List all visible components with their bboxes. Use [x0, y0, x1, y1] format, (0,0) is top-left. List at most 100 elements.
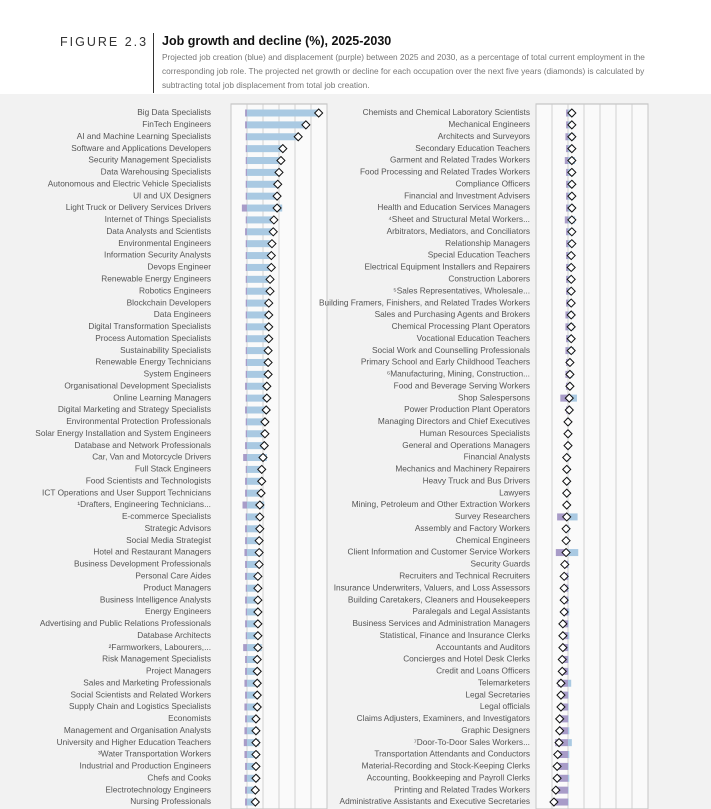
category-label: Industrial and Production Engineers: [80, 761, 211, 771]
net-diamond: [254, 535, 264, 546]
category-label: Advertising and Public Relations Profess…: [40, 618, 211, 628]
category-label: Full Stack Engineers: [135, 464, 211, 474]
bar: [553, 798, 568, 806]
bar: [566, 204, 568, 212]
bar: [245, 180, 247, 188]
bar: [245, 418, 247, 426]
net-diamond: [252, 666, 262, 677]
net-diamond: [563, 440, 573, 451]
bar: [245, 715, 247, 723]
bar: [247, 454, 267, 462]
category-label: Energy Engineers: [145, 606, 211, 616]
bar: [245, 240, 247, 248]
category-label: Electrical Equipment Installers and Repa…: [364, 262, 530, 272]
bar: [247, 465, 263, 473]
category-label: Environmental Protection Professionals: [66, 416, 211, 426]
category-label: Recruiters and Technical Recruiters: [399, 571, 530, 581]
bar: [568, 644, 569, 652]
net-diamond: [558, 631, 568, 641]
net-diamond: [564, 393, 574, 403]
net-diamond: [266, 250, 277, 261]
net-diamond: [255, 524, 265, 534]
bar: [245, 477, 247, 485]
net-diamond: [561, 547, 571, 558]
bar: [568, 655, 569, 663]
bar: [247, 489, 263, 497]
bar: [245, 632, 247, 640]
bar: [244, 727, 247, 735]
category-label: Renewable Energy Technicians: [95, 357, 211, 367]
net-diamond: [556, 678, 566, 688]
bar: [245, 121, 247, 129]
bar: [565, 133, 568, 141]
bar: [245, 762, 247, 770]
net-diamond: [272, 191, 282, 201]
net-diamond: [558, 619, 568, 629]
bar: [566, 228, 568, 236]
bar: [242, 501, 247, 509]
bar: [247, 263, 273, 271]
net-diamond: [553, 749, 563, 760]
bar: [247, 549, 262, 557]
bar: [245, 465, 247, 473]
net-diamond: [565, 381, 575, 391]
bar: [247, 311, 271, 319]
bar: [568, 691, 569, 699]
bar: [247, 216, 276, 224]
net-diamond: [558, 642, 568, 653]
bar: [247, 275, 272, 283]
category-label: Security Management Specialists: [88, 155, 211, 165]
bar: [555, 774, 568, 782]
bar: [564, 157, 568, 165]
category-label: Health and Education Services Managers: [377, 202, 530, 212]
category-label: Chemists and Chemical Laboratory Scienti…: [363, 107, 530, 117]
bar: [243, 454, 247, 462]
bar: [245, 382, 247, 390]
bar: [245, 572, 247, 580]
bar: [566, 145, 568, 153]
bar: [245, 358, 247, 366]
net-diamond: [251, 773, 261, 783]
net-diamond: [251, 761, 261, 772]
bar: [245, 311, 247, 319]
bar: [245, 608, 247, 616]
net-diamond: [566, 322, 576, 332]
bar: [245, 537, 247, 545]
category-label: Telemarketers: [478, 677, 530, 687]
bar: [564, 216, 568, 224]
bar: [247, 228, 276, 236]
net-diamond: [552, 773, 562, 783]
bar: [247, 121, 308, 129]
bar: [243, 644, 247, 652]
category-label: Secondary Education Teachers: [415, 143, 530, 153]
category-label: Business Development Professionals: [74, 559, 211, 569]
category-label: Graphic Designers: [461, 725, 530, 735]
bar: [245, 192, 247, 200]
category-label: Hotel and Restaurant Managers: [93, 547, 211, 557]
bar: [245, 786, 247, 794]
net-diamond: [562, 500, 572, 510]
net-diamond: [256, 488, 266, 498]
net-diamond: [263, 369, 273, 380]
category-label: Supply Chain and Logistics Specialists: [69, 701, 211, 711]
category-label: Building Caretakers, Cleaners and Housek…: [348, 594, 530, 604]
category-label: Chemical Engineers: [456, 535, 530, 545]
net-diamond: [562, 512, 572, 522]
category-label: Product Managers: [143, 582, 211, 592]
bar: [247, 430, 267, 438]
bar: [247, 632, 260, 640]
bar: [247, 299, 271, 307]
net-diamond: [251, 714, 261, 724]
category-label: Chemical Processing Plant Operators: [392, 321, 530, 331]
category-label: Special Education Teachers: [428, 250, 530, 260]
category-label: Sustainability Specialists: [120, 345, 211, 355]
net-diamond: [268, 227, 278, 237]
bar: [568, 798, 569, 806]
net-diamond: [567, 155, 577, 166]
bar: [247, 145, 285, 153]
net-diamond: [559, 583, 569, 593]
category-label: Printing and Related Trades Workers: [394, 784, 530, 794]
net-diamond: [565, 357, 575, 368]
bar: [568, 620, 569, 628]
net-diamond: [562, 464, 572, 475]
